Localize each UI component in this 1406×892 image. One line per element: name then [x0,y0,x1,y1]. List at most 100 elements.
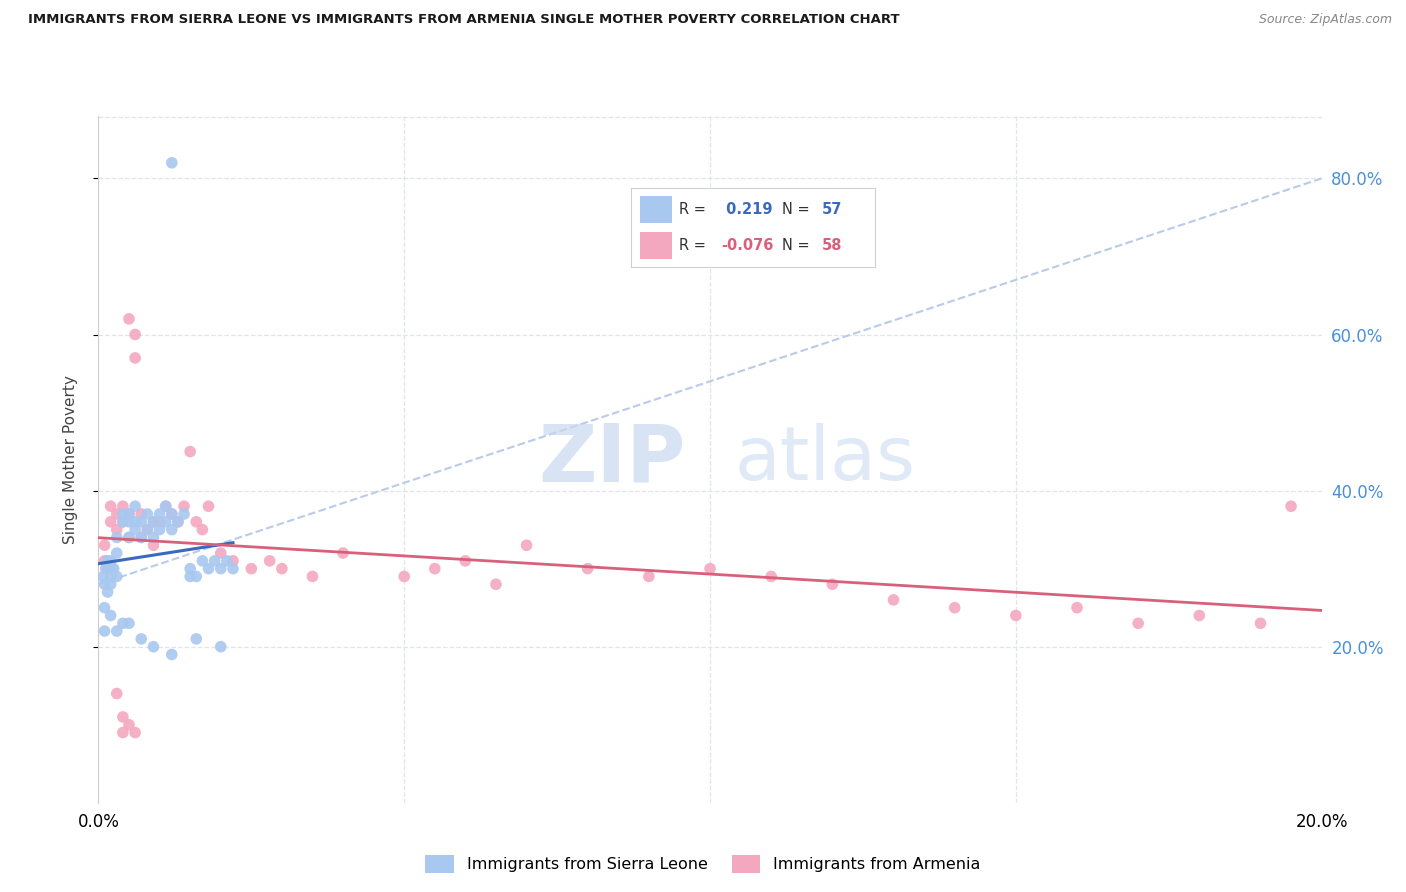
Point [111,500,134,514]
Point [160,156,183,170]
Point [105,546,128,560]
Point [105,569,128,583]
Point [209,640,232,654]
Point [105,624,128,639]
Point [118,507,141,521]
Point [186,569,208,583]
Point [118,507,141,521]
Point [136,507,159,521]
Point [222,562,245,576]
Point [111,725,134,739]
Bar [640,196,672,223]
Point [136,523,159,537]
Point [118,616,141,631]
Point [259,554,281,568]
Point [197,562,219,576]
Text: R =: R = [679,238,711,253]
Point [124,500,146,514]
Point [93,577,115,591]
Point [111,515,134,529]
Point [179,569,201,583]
Point [118,312,141,326]
Point [118,530,141,544]
Point [100,569,122,583]
Point [186,515,208,529]
Point [118,717,141,731]
Point [191,554,214,568]
Point [105,507,128,521]
Point [167,515,190,529]
Point [821,577,844,591]
Point [97,554,120,568]
Point [100,577,122,591]
Point [197,500,219,514]
Point [149,523,172,537]
Point [1004,608,1026,623]
Point [129,632,152,646]
Point [186,632,208,646]
Point [124,327,146,342]
Point [191,523,214,537]
Point [105,523,128,537]
Point [111,515,134,529]
Point [516,538,538,552]
Point [332,546,354,560]
Y-axis label: Single Mother Poverty: Single Mother Poverty [63,375,77,544]
Point [97,585,120,599]
Point [124,725,146,739]
Text: N =: N = [782,238,814,253]
Point [1128,616,1150,631]
Text: N =: N = [782,202,814,217]
Point [1279,500,1302,514]
Point [167,515,190,529]
Point [93,624,115,639]
Point [204,554,226,568]
Point [142,640,165,654]
Point [100,500,122,514]
Point [97,562,120,576]
Text: R =: R = [679,202,711,217]
Point [101,562,124,576]
Point [454,554,477,568]
Point [423,562,446,576]
Point [179,444,201,458]
Point [129,507,152,521]
Point [149,515,172,529]
Point [118,515,141,529]
Point [142,538,165,552]
Point [160,648,183,662]
Text: IMMIGRANTS FROM SIERRA LEONE VS IMMIGRANTS FROM ARMENIA SINGLE MOTHER POVERTY CO: IMMIGRANTS FROM SIERRA LEONE VS IMMIGRAN… [28,13,900,27]
Point [1249,616,1271,631]
Point [1066,600,1088,615]
Legend: Immigrants from Sierra Leone, Immigrants from Armenia: Immigrants from Sierra Leone, Immigrants… [419,848,987,880]
Point [179,562,201,576]
Point [485,577,508,591]
Point [124,351,146,365]
Point [222,554,245,568]
Point [699,562,721,576]
Point [637,569,661,583]
Point [129,515,152,529]
Point [100,608,122,623]
Point [105,530,128,544]
Text: 0.219: 0.219 [721,202,772,217]
Point [160,523,183,537]
Point [209,546,232,560]
Point [129,530,152,544]
Text: Source: ZipAtlas.com: Source: ZipAtlas.com [1258,13,1392,27]
Text: atlas: atlas [734,423,915,496]
Point [215,554,238,568]
Point [94,562,117,576]
Point [100,554,122,568]
Point [392,569,416,583]
Point [93,600,115,615]
Point [759,569,782,583]
Point [93,538,115,552]
Point [209,562,232,576]
Point [142,530,165,544]
Point [111,616,134,631]
Point [1188,608,1211,623]
Point [111,710,134,724]
Point [240,562,263,576]
Point [173,500,195,514]
